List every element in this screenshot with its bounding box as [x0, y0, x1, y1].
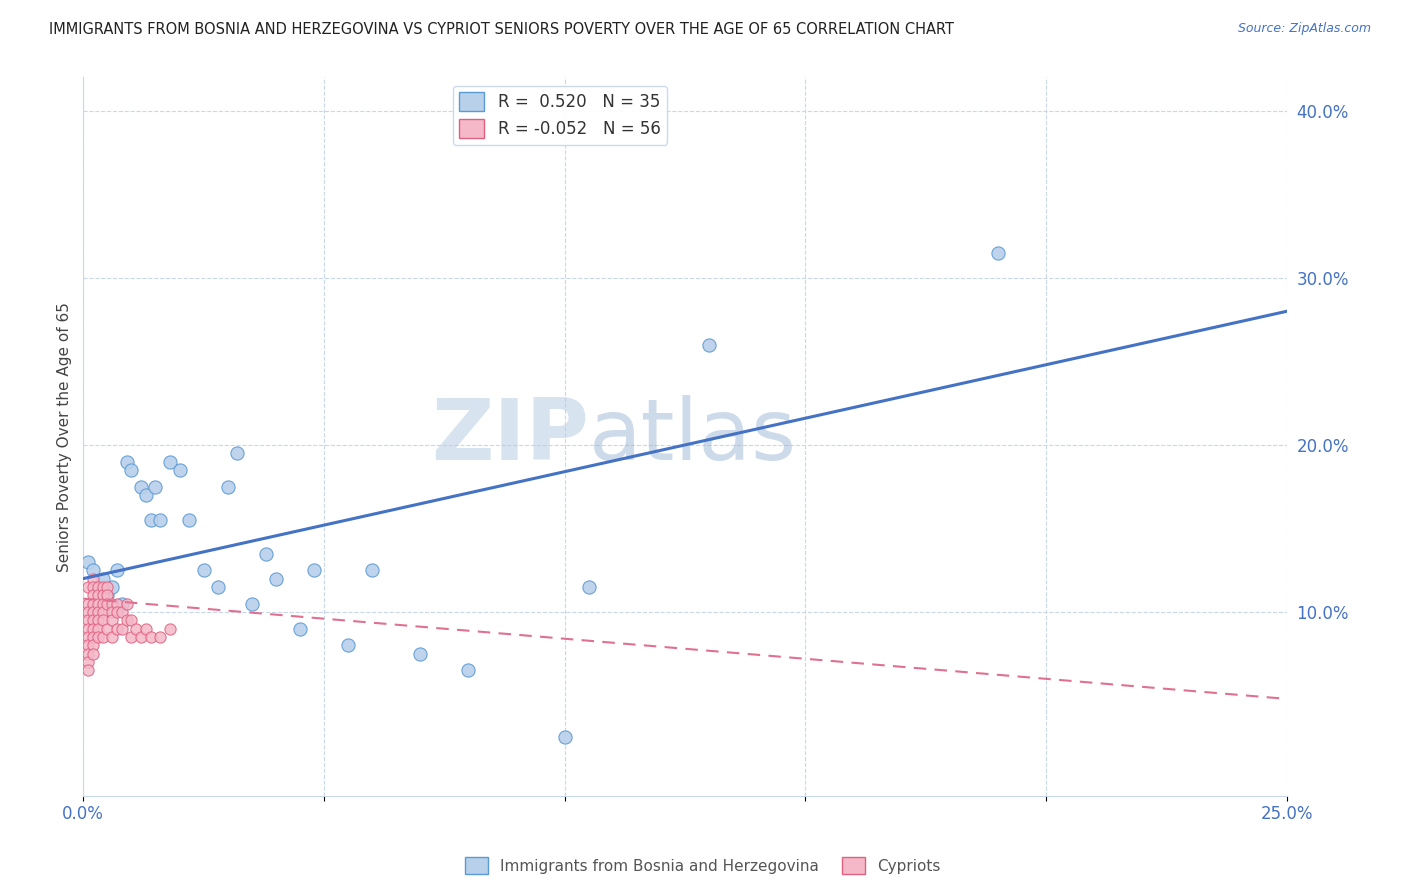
Point: [105, 605, 128, 619]
Point: [159, 455, 181, 469]
Y-axis label: Seniors Poverty Over the Age of 65: Seniors Poverty Over the Age of 65: [58, 301, 72, 572]
Point: [77, 647, 100, 661]
Point: [105, 622, 128, 636]
Point: [101, 597, 124, 611]
Point: [82, 639, 104, 653]
Point: [91, 580, 114, 594]
Point: [91, 588, 114, 602]
Point: [217, 480, 239, 494]
Point: [101, 613, 124, 627]
Point: [111, 622, 134, 636]
Point: [129, 630, 152, 644]
Point: [82, 572, 104, 586]
Point: [304, 563, 326, 577]
Point: [87, 580, 110, 594]
Point: [240, 597, 263, 611]
Point: [115, 455, 138, 469]
Point: [987, 245, 1010, 260]
Point: [105, 597, 128, 611]
Point: [82, 580, 104, 594]
Point: [82, 563, 104, 577]
Point: [87, 622, 110, 636]
Point: [91, 605, 114, 619]
Point: [149, 513, 172, 527]
Point: [82, 597, 104, 611]
Text: Source: ZipAtlas.com: Source: ZipAtlas.com: [1237, 22, 1371, 36]
Point: [101, 605, 124, 619]
Point: [82, 605, 104, 619]
Legend: R =  0.520   N = 35, R = -0.052   N = 56: R = 0.520 N = 35, R = -0.052 N = 56: [453, 86, 668, 145]
Point: [96, 597, 118, 611]
Point: [578, 580, 600, 594]
Point: [120, 613, 142, 627]
Point: [115, 613, 138, 627]
Point: [82, 630, 104, 644]
Point: [111, 605, 134, 619]
Text: atlas: atlas: [589, 395, 797, 478]
Point: [87, 597, 110, 611]
Point: [169, 463, 191, 477]
Point: [125, 622, 148, 636]
Point: [115, 597, 138, 611]
Point: [82, 647, 104, 661]
Point: [96, 588, 118, 602]
Point: [361, 563, 384, 577]
Point: [96, 622, 118, 636]
Point: [288, 622, 311, 636]
Text: ZIP: ZIP: [430, 395, 589, 478]
Point: [82, 613, 104, 627]
Point: [91, 613, 114, 627]
Point: [87, 613, 110, 627]
Point: [96, 580, 118, 594]
Point: [77, 597, 100, 611]
Point: [409, 647, 432, 661]
Point: [159, 622, 181, 636]
Point: [77, 622, 100, 636]
Point: [77, 613, 100, 627]
Point: [87, 630, 110, 644]
Legend: Immigrants from Bosnia and Herzegovina, Cypriots: Immigrants from Bosnia and Herzegovina, …: [460, 851, 946, 880]
Point: [91, 572, 114, 586]
Point: [77, 555, 100, 569]
Text: IMMIGRANTS FROM BOSNIA AND HERZEGOVINA VS CYPRIOT SENIORS POVERTY OVER THE AGE O: IMMIGRANTS FROM BOSNIA AND HERZEGOVINA V…: [49, 22, 955, 37]
Point: [554, 731, 576, 745]
Point: [337, 639, 360, 653]
Point: [77, 630, 100, 644]
Point: [91, 630, 114, 644]
Point: [226, 446, 249, 460]
Point: [120, 463, 142, 477]
Point: [82, 588, 104, 602]
Point: [207, 580, 229, 594]
Point: [149, 630, 172, 644]
Point: [254, 547, 277, 561]
Point: [91, 597, 114, 611]
Point: [120, 630, 142, 644]
Point: [139, 630, 162, 644]
Point: [135, 622, 157, 636]
Point: [77, 664, 100, 678]
Point: [77, 639, 100, 653]
Point: [87, 588, 110, 602]
Point: [101, 580, 124, 594]
Point: [101, 630, 124, 644]
Point: [697, 337, 720, 351]
Point: [179, 513, 201, 527]
Point: [82, 622, 104, 636]
Point: [129, 480, 152, 494]
Point: [77, 605, 100, 619]
Point: [105, 563, 128, 577]
Point: [145, 480, 167, 494]
Point: [135, 488, 157, 502]
Point: [111, 597, 134, 611]
Point: [457, 664, 479, 678]
Point: [96, 588, 118, 602]
Point: [139, 513, 162, 527]
Point: [77, 655, 100, 669]
Point: [77, 580, 100, 594]
Point: [193, 563, 215, 577]
Point: [264, 572, 287, 586]
Point: [87, 580, 110, 594]
Point: [87, 605, 110, 619]
